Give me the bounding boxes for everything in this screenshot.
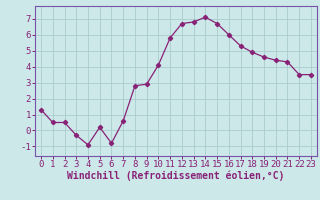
X-axis label: Windchill (Refroidissement éolien,°C): Windchill (Refroidissement éolien,°C) — [67, 171, 285, 181]
